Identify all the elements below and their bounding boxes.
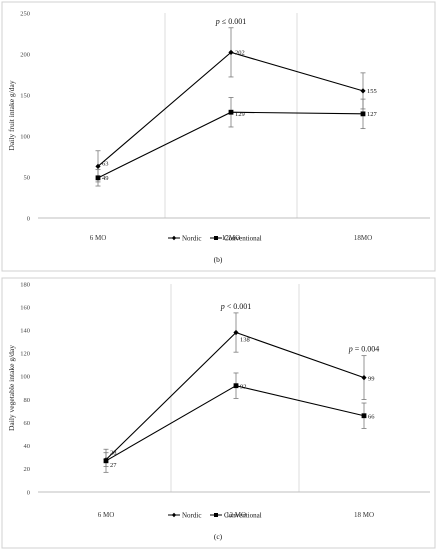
panel-caption: (b) [214,255,223,264]
series-line-nordic [105,331,365,461]
y-tick-label: 160 [20,304,30,311]
y-tick-label: 250 [20,10,30,17]
chart-panel-c: 0 20 40 60 80 100 120 140 160 180 Daily vegetable … [1,277,436,549]
y-tick-label: 50 [24,174,31,181]
y-tick-label: 0 [27,215,30,222]
x-tick-label: 12MO [222,234,240,242]
y-tick-label: 100 [20,374,30,381]
panel-frame [1,277,436,549]
legend-label: Conventional [224,512,262,520]
y-tick-label: 60 [24,420,31,427]
legend-item-nordic: Nordic [168,512,201,520]
data-label: 129 [235,111,245,118]
data-label: 28 [110,450,117,457]
data-point-conventional [95,175,101,181]
panel-frame [1,1,436,272]
panel-caption: (c) [214,532,223,541]
y-tick-label: 20 [24,466,31,473]
data-point-conventional [233,383,239,389]
legend-marker-square [214,236,218,240]
y-tick-label: 120 [20,351,30,358]
y-tick-label: 80 [24,397,31,404]
series-line-nordic [97,51,364,167]
data-label: 66 [368,414,375,421]
legend-label: Nordic [182,512,201,520]
data-point-nordic [233,329,239,336]
legend-marker-diamond [171,512,177,518]
p-value-annotation: p ≤ 0.001 [215,17,246,26]
legend-marker-square [214,513,218,517]
data-label: 27 [110,462,117,469]
data-label: 155 [367,88,377,95]
x-tick-label: 6 MO [90,234,107,242]
legend-label: Conventional [224,235,262,243]
x-tick-label: 12 MO [226,511,246,519]
y-tick-label: 140 [20,328,30,335]
data-label: 138 [240,337,250,344]
legend-item-conventional: Conventional [210,235,262,243]
p-value-annotation: p = 0.004 [348,345,380,354]
data-label: 99 [368,376,375,383]
data-label: 127 [367,111,378,118]
data-point-nordic [95,163,101,169]
x-tick-label: 18MO [354,234,372,242]
y-axis-title: Daily vegetable intake g/day [7,345,16,431]
y-tick-label: 150 [20,92,30,99]
y-tick-label: 100 [20,133,30,140]
data-label: 63 [102,160,109,167]
data-point-conventional [103,458,109,464]
y-tick-label: 180 [20,281,30,288]
p-value-annotation: p < 0.001 [220,302,252,311]
y-tick-label: 0 [27,489,30,496]
data-label: 92 [240,384,247,391]
series-line-conventional [97,111,364,179]
legend-item-nordic: Nordic [168,235,201,243]
data-point-conventional [228,109,234,115]
legend-label: Nordic [182,235,201,243]
chart-panel-b: 0 50 100 150 200 250 Daily fruit intake g/day 6… [1,1,436,272]
x-tick-label: 18 MO [354,511,374,519]
y-tick-label: 200 [20,51,30,58]
y-tick-label: 40 [24,443,31,450]
series-line-conventional [105,385,365,462]
legend-marker-diamond [171,235,177,241]
data-point-conventional [361,413,367,419]
data-point-nordic [361,375,367,381]
data-point-conventional [360,111,366,117]
y-axis-title: Daily fruit intake g/day [7,80,16,150]
data-label: 202 [235,49,245,56]
data-label: 49 [102,175,109,182]
legend-item-conventional: Conventional [210,512,262,520]
x-tick-label: 6 MO [98,511,115,519]
data-point-nordic [360,88,366,94]
data-point-nordic [228,49,234,55]
